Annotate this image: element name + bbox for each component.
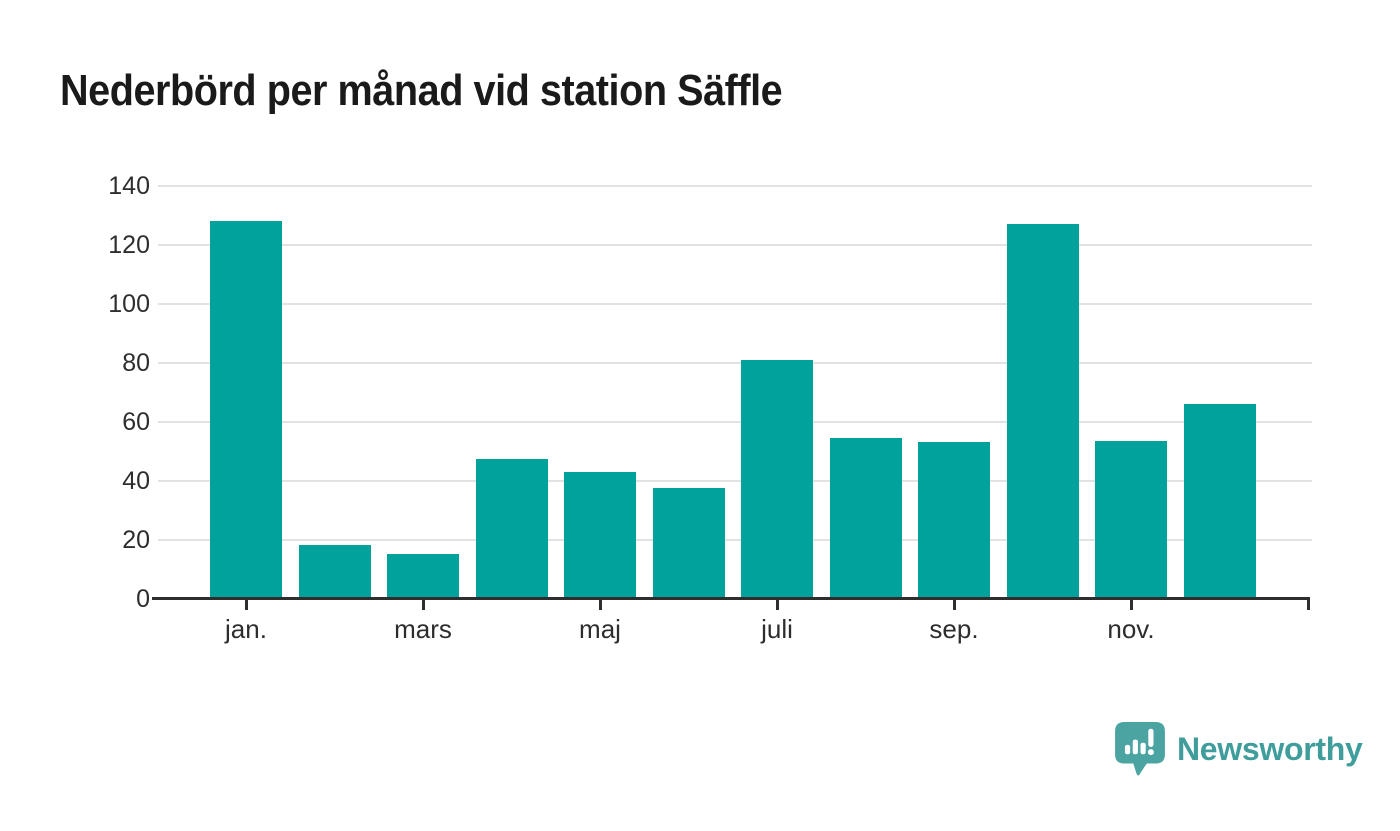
chart-bar-12	[1183, 404, 1256, 599]
gridline-y40	[158, 479, 1312, 482]
logo-exclamation-bar	[1148, 728, 1154, 747]
x-axis-tick	[952, 600, 956, 610]
gridline-y140	[158, 185, 1312, 187]
x-axis-tick-label: mars	[394, 614, 452, 644]
x-axis-tick-label: sep.	[929, 614, 979, 644]
y-axis-tick-label: 80	[122, 348, 150, 377]
chart-bar-11	[1095, 440, 1167, 599]
gridline-y60	[158, 420, 1312, 423]
y-axis-tick-label: 100	[108, 289, 150, 318]
x-axis-tick	[421, 600, 425, 610]
chart-bar-7	[741, 359, 813, 599]
y-axis-tick-label: 40	[122, 466, 150, 495]
chart-bar-8	[829, 437, 902, 599]
x-axis-tick	[598, 600, 602, 610]
chart-bar-9	[918, 442, 990, 599]
logo-exclamation-dot	[1147, 749, 1154, 756]
x-axis-tick-label: nov.	[1107, 614, 1155, 644]
chart-bar-5	[564, 471, 636, 599]
x-axis-tick-label: juli	[761, 614, 793, 644]
x-axis-tick	[775, 600, 779, 610]
x-axis-tick	[244, 600, 248, 610]
y-axis-tick-label: 120	[108, 230, 150, 259]
chart-bar-3	[387, 554, 459, 599]
chart-bar-1	[210, 221, 282, 599]
gridline-y80	[158, 361, 1312, 364]
x-axis-tick-label: jan.	[225, 614, 267, 644]
gridline-y100	[158, 302, 1312, 305]
chart-bar-2	[298, 545, 371, 599]
logo-bar-small	[1124, 744, 1131, 755]
brand-logo: Newsworthy	[1115, 722, 1363, 776]
brand-name: Newsworthy	[1177, 730, 1363, 767]
gridline-y20	[158, 538, 1312, 541]
gridline-y120	[158, 243, 1312, 246]
y-axis-tick-label: 0	[136, 584, 150, 613]
logo-bar-medium	[1140, 742, 1146, 755]
x-axis-tick	[1129, 600, 1133, 610]
chart-title: Nederbörd per månad vid station Säffle	[60, 66, 783, 115]
chart-bar-6	[652, 488, 725, 599]
x-axis-end-tick	[1307, 600, 1310, 610]
x-axis-line	[152, 597, 1310, 600]
chart-bar-10	[1006, 224, 1079, 599]
y-axis-tick-label: 60	[122, 407, 150, 436]
logo-bar-tall	[1132, 739, 1138, 755]
y-axis-tick-label: 140	[108, 172, 150, 200]
x-axis-tick-label: maj	[579, 614, 621, 644]
chart-bar-4	[475, 458, 548, 599]
newsworthy-logo-icon	[1115, 722, 1165, 776]
y-axis-tick-label: 20	[122, 525, 150, 554]
